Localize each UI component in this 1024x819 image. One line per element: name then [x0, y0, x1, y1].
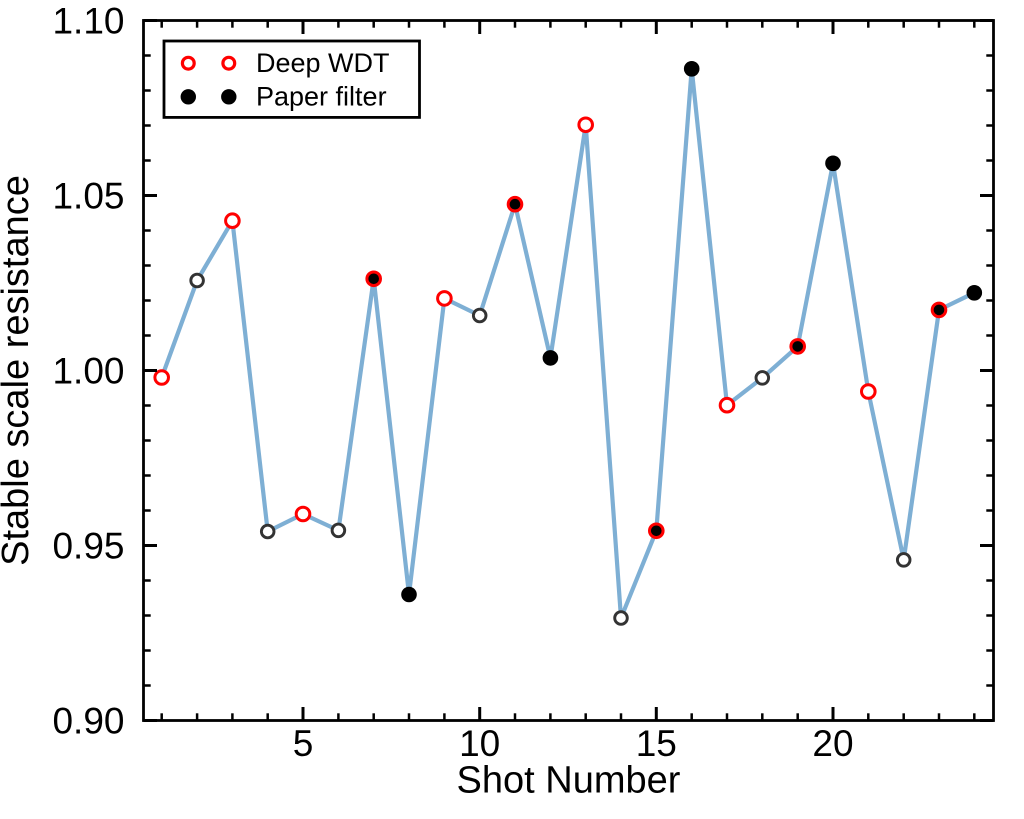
svg-text:1.05: 1.05	[52, 176, 124, 217]
svg-text:Deep WDT: Deep WDT	[256, 48, 390, 78]
svg-text:0.95: 0.95	[52, 526, 124, 567]
svg-text:20: 20	[812, 723, 853, 764]
svg-text:Paper filter: Paper filter	[256, 82, 387, 112]
svg-text:1.10: 1.10	[52, 1, 124, 42]
svg-text:1.00: 1.00	[52, 351, 124, 392]
svg-text:Stable scale resistance: Stable scale resistance	[0, 175, 37, 566]
svg-text:10: 10	[459, 723, 500, 764]
svg-text:0.90: 0.90	[52, 701, 124, 742]
svg-text:15: 15	[636, 723, 677, 764]
svg-text:Shot Number: Shot Number	[457, 760, 681, 802]
svg-text:5: 5	[293, 723, 314, 764]
